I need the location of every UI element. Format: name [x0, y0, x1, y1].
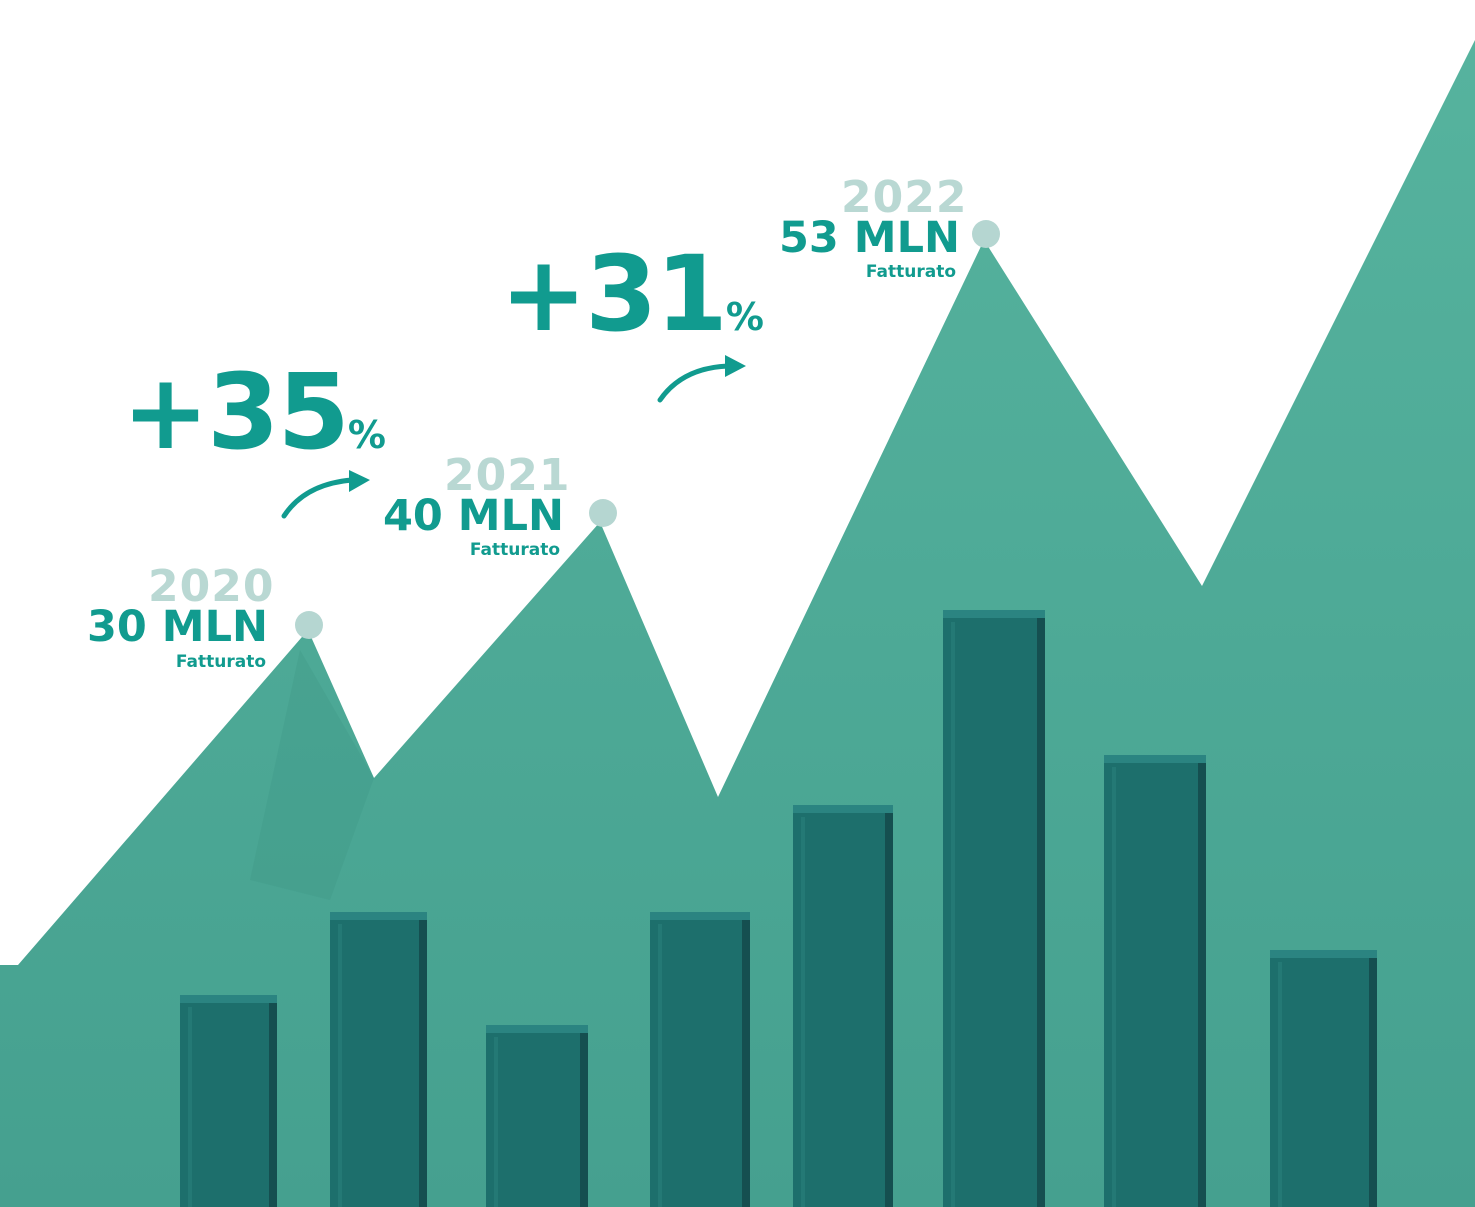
bar-top: [1270, 950, 1377, 958]
bar-top: [650, 912, 750, 920]
caption-label-2021: Fatturato: [469, 540, 560, 560]
growth-percent-symbol: %: [725, 295, 764, 339]
data-point-2020: [295, 611, 323, 639]
bar-top: [1104, 755, 1206, 763]
wooden-bar: [330, 912, 419, 1207]
wooden-bar: [650, 912, 742, 1207]
data-point-2021: [589, 499, 617, 527]
value-label-2022: 53 MLN: [779, 213, 960, 263]
bar-top: [793, 805, 893, 813]
growth-label-2020-2021: +35%: [122, 360, 386, 464]
year-label-2022: 2022: [841, 172, 968, 223]
growth-arrow-icon: [281, 477, 355, 519]
bar-texture: [188, 1007, 192, 1207]
bar-texture: [951, 622, 955, 1207]
bar-top: [180, 995, 277, 1003]
growth-arrowhead-icon: [725, 355, 746, 377]
wooden-bar: [1104, 755, 1198, 1207]
growth-number: +35: [122, 351, 350, 473]
wooden-bar: [943, 610, 1037, 1207]
bar-texture: [494, 1037, 498, 1207]
year-label-2020: 2020: [148, 561, 275, 612]
bar-top: [330, 912, 427, 920]
growth-arrow-icon: [657, 363, 731, 403]
bar-texture: [1278, 962, 1282, 1207]
growth-percent-symbol: %: [347, 413, 386, 457]
bar-top: [486, 1025, 588, 1033]
caption-label-2020: Fatturato: [175, 652, 266, 672]
wooden-bar: [1270, 950, 1369, 1207]
growth-arrowhead-icon: [349, 470, 370, 492]
data-point-2022: [972, 220, 1000, 248]
bar-texture: [338, 924, 342, 1207]
mountain-shadow: [250, 650, 374, 900]
bar-texture: [658, 924, 662, 1207]
value-label-2021: 40 MLN: [383, 491, 564, 541]
growth-label-2021-2022: +31%: [500, 242, 764, 346]
wooden-bar: [793, 805, 885, 1207]
growth-number: +31: [500, 233, 728, 355]
bar-texture: [801, 817, 805, 1207]
bar-texture: [1112, 767, 1116, 1207]
bars-group: [180, 610, 1377, 1207]
year-label-2021: 2021: [444, 450, 571, 501]
wooden-bar: [180, 995, 269, 1207]
wooden-bar: [486, 1025, 580, 1207]
caption-label-2022: Fatturato: [865, 262, 956, 282]
value-label-2020: 30 MLN: [87, 602, 268, 652]
bar-top: [943, 610, 1045, 618]
